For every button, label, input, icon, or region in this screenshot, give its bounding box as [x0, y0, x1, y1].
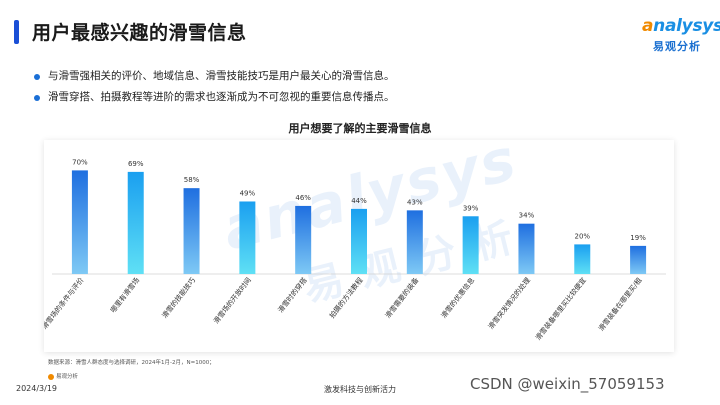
bar — [462, 216, 479, 274]
category-tick-label: 滑雪场的条件与评价 — [44, 276, 85, 331]
bar-value-label: 44% — [351, 197, 367, 205]
bullet-item: 与滑雪强相关的评价、地域信息、滑雪技能技巧是用户最关心的滑雪信息。 — [34, 66, 395, 87]
bar — [630, 245, 647, 274]
bar-value-label: 70% — [72, 158, 88, 166]
logo-subtitle: 易观分析 — [653, 40, 701, 53]
data-source-note: 数据来源：滑雪人群态度与选择调研，2024年1月-2月，N=1000； — [48, 360, 215, 366]
bar — [183, 188, 200, 274]
category-tick-label: 滑雪需要的装备 — [383, 276, 420, 320]
bar-value-label: 69% — [128, 160, 144, 168]
bar-value-label: 46% — [295, 194, 311, 202]
category-tick-label: 滑雪装备在哪里买/租 — [596, 276, 643, 333]
category-tick-label: 拍摄的方法教程 — [327, 276, 364, 320]
category-tick-label: 滑雪时的穿搭 — [276, 276, 309, 315]
bar-value-label: 34% — [519, 212, 535, 220]
bar — [351, 208, 367, 274]
category-tick-label: 滑雪的优惠信息 — [439, 276, 476, 320]
bar — [406, 210, 423, 274]
category-tick-label: 滑雪场的开放时间 — [211, 276, 253, 326]
analysys-logo: analysys 易观分析 — [634, 14, 720, 58]
summary-bullets: 与滑雪强相关的评价、地域信息、滑雪技能技巧是用户最关心的滑雪信息。 滑雪穿搭、拍… — [34, 66, 395, 108]
csdn-watermark: CSDN @weixin_57059153 — [470, 375, 665, 393]
category-tick-label: 滑雪的技能技巧 — [160, 276, 197, 320]
bar-value-label: 19% — [630, 234, 646, 242]
category-tick-label: 滑雪突发情况的处理 — [486, 276, 532, 331]
logo-wordmark: analysys — [642, 16, 720, 36]
footer-date: 2024/3/19 — [16, 384, 58, 393]
chart-title: 用户想要了解的主要滑雪信息 — [288, 122, 432, 135]
bar-value-label: 58% — [184, 176, 200, 184]
bullet-item: 滑雪穿搭、拍摄教程等进阶的需求也逐渐成为不可忽视的重要信息传播点。 — [34, 87, 395, 108]
category-tick-label: 哪里有滑雪场 — [108, 276, 141, 315]
page-title: 用户最感兴趣的滑雪信息 — [32, 22, 247, 44]
bar — [127, 171, 144, 274]
bullet-dot-icon — [34, 95, 40, 101]
bar — [518, 223, 535, 274]
bar — [71, 170, 88, 274]
bar — [574, 244, 591, 274]
footer-logo: 易观分析 — [48, 372, 78, 380]
bar — [295, 205, 312, 274]
bar-chart: 70% 滑雪场的条件与评价 69% 哪里有滑雪场 58% 滑雪的技能技巧 49% 滑雪场的开放… — [44, 158, 666, 342]
footer-slogan: 激发科技与创新活力 — [324, 385, 396, 394]
bar — [239, 201, 256, 274]
bullet-dot-icon — [34, 74, 40, 80]
bar-value-label: 43% — [407, 198, 423, 206]
bar-value-label: 39% — [463, 204, 479, 212]
footer-logo-icon — [48, 373, 54, 380]
category-tick-label: 滑雪装备哪里买比较便宜 — [533, 276, 587, 342]
title-accent-bar — [14, 20, 19, 44]
bar-value-label: 20% — [574, 232, 590, 240]
bar-value-label: 49% — [240, 189, 256, 197]
